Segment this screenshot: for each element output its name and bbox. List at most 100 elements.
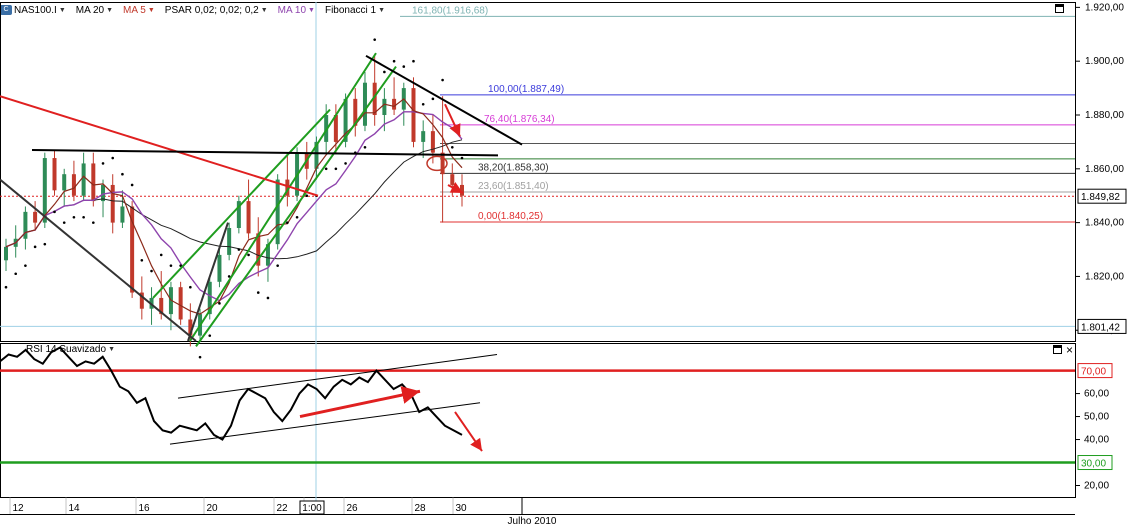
psar-dot <box>266 296 270 300</box>
price-tick-label: 1.860,00 <box>1085 164 1124 175</box>
candle-body <box>411 88 416 142</box>
time-tick-label: 26 <box>346 503 358 514</box>
crosshair-price-label: 1.801,42 <box>1081 322 1120 333</box>
symbol-selector[interactable]: C NAS100.I ▼ <box>0 5 66 16</box>
indicator-fibonacci[interactable]: Fibonacci 1 ▼ <box>325 5 385 16</box>
candle-body <box>217 254 222 282</box>
psar-dot <box>92 221 95 224</box>
psar-dot <box>130 183 134 187</box>
candle-body <box>265 244 270 266</box>
candle-body <box>440 152 445 175</box>
candle-body <box>236 201 241 228</box>
fibonacci-level-label: 0,00(1.840,25) <box>478 211 543 222</box>
candle-body <box>314 141 319 169</box>
candle-body <box>430 131 435 153</box>
indicator-label: Fibonacci 1 <box>324 4 377 16</box>
psar-dot <box>412 59 415 63</box>
psar-dot <box>179 264 182 267</box>
psar-dot <box>218 302 221 305</box>
psar-dot <box>227 275 231 278</box>
chart-symbol-icon: C <box>0 5 12 15</box>
down-arrow-price-2 <box>447 182 464 194</box>
indicator-label: MA 5 <box>123 4 146 16</box>
chevron-down-icon: ▼ <box>260 6 268 14</box>
channel-lower-line <box>152 108 331 299</box>
price-panel-frame <box>0 2 1076 342</box>
candle-body <box>188 319 193 336</box>
chevron-down-icon: ▼ <box>106 6 114 14</box>
psar-dot <box>101 162 105 165</box>
candle-body <box>101 184 106 202</box>
rsi-level-label: 70,00 <box>1081 367 1106 378</box>
candle-body <box>159 297 164 315</box>
candle-body <box>178 287 183 320</box>
candle-body <box>207 281 212 315</box>
time-tick-label: 12 <box>12 503 24 514</box>
candle-body <box>4 246 8 261</box>
candle-body <box>372 82 377 115</box>
rsi-panel-title[interactable]: RSI 14 Suavizado ▼ <box>26 344 115 355</box>
fibonacci-level-label: 23,60(1.851,40) <box>478 181 549 192</box>
time-tick-label: 22 <box>276 503 288 514</box>
indicator-psar[interactable]: PSAR 0,02; 0,02; 0,2 ▼ <box>165 5 268 16</box>
fibonacci-level-label: 100,00(1.887,49) <box>488 84 564 95</box>
psar-dot <box>383 70 386 74</box>
psar-dot <box>402 65 406 68</box>
last-price-label: 1.849,82 <box>1081 192 1120 203</box>
price-tick-label: 1.920,00 <box>1085 2 1124 13</box>
chevron-down-icon: ▼ <box>378 6 386 14</box>
candle-body <box>130 206 135 293</box>
psar-dot <box>159 253 163 257</box>
psar-dot <box>189 285 192 289</box>
rsi-down-arrow <box>454 411 483 452</box>
time-tick-label: 28 <box>414 503 426 514</box>
ma5-line <box>5 98 463 315</box>
psar-dot <box>208 334 212 337</box>
candle-body <box>343 98 348 142</box>
candle-body <box>227 228 232 255</box>
psar-dot <box>247 253 250 257</box>
candle-body <box>33 211 38 223</box>
rsi-tick-label: 20,00 <box>1084 481 1109 492</box>
highlight-circle <box>426 155 448 172</box>
candle-body <box>81 163 86 196</box>
indicator-ma5[interactable]: MA 5 ▼ <box>123 5 155 16</box>
rsi-tick-label: 40,00 <box>1084 435 1109 446</box>
v-right-line <box>187 222 229 342</box>
ma10-line <box>5 111 463 302</box>
indicator-ma10[interactable]: MA 10 ▼ <box>278 5 315 16</box>
fibonacci-level-label: 161,80(1.916,68) <box>412 5 488 16</box>
psar-dot <box>344 162 347 165</box>
rsi-title-label: RSI 14 Suavizado <box>26 344 107 355</box>
psar-dot <box>43 242 47 246</box>
indicator-label: PSAR 0,02; 0,02; 0,2 <box>164 4 259 16</box>
maximize-price-panel-button[interactable] <box>1055 4 1064 13</box>
close-rsi-panel-button[interactable]: × <box>1066 343 1074 357</box>
indicator-ma20[interactable]: MA 20 ▼ <box>76 5 113 16</box>
candle-body <box>333 115 338 142</box>
rsi-level-badge <box>1077 455 1113 471</box>
psar-dot <box>111 156 115 160</box>
psar-dot <box>286 221 289 224</box>
psar-dot <box>460 156 464 160</box>
psar-dot <box>305 194 309 198</box>
candle-body <box>421 131 426 142</box>
price-tick-label: 1.820,00 <box>1085 271 1124 282</box>
psar-dot <box>169 264 173 267</box>
candle-body <box>91 163 96 202</box>
chevron-down-icon: ▼ <box>108 346 115 353</box>
down-arrow-price <box>444 103 461 137</box>
psar-dot <box>33 245 37 249</box>
psar-dot <box>82 215 85 219</box>
price-tick-label: 1.840,00 <box>1085 218 1124 229</box>
psar-dot <box>363 145 367 149</box>
candle-body <box>246 201 251 234</box>
rsi-channel-upper <box>177 353 498 399</box>
psar-dot <box>256 291 260 294</box>
maximize-rsi-panel-button[interactable] <box>1053 345 1062 354</box>
chevron-down-icon: ▼ <box>308 6 315 14</box>
psar-dot <box>72 215 76 219</box>
chart-toolbar: C NAS100.I ▼ MA 20 ▼ MA 5 ▼ PSAR 0,02; 0… <box>0 3 385 17</box>
candle-body <box>460 184 464 196</box>
